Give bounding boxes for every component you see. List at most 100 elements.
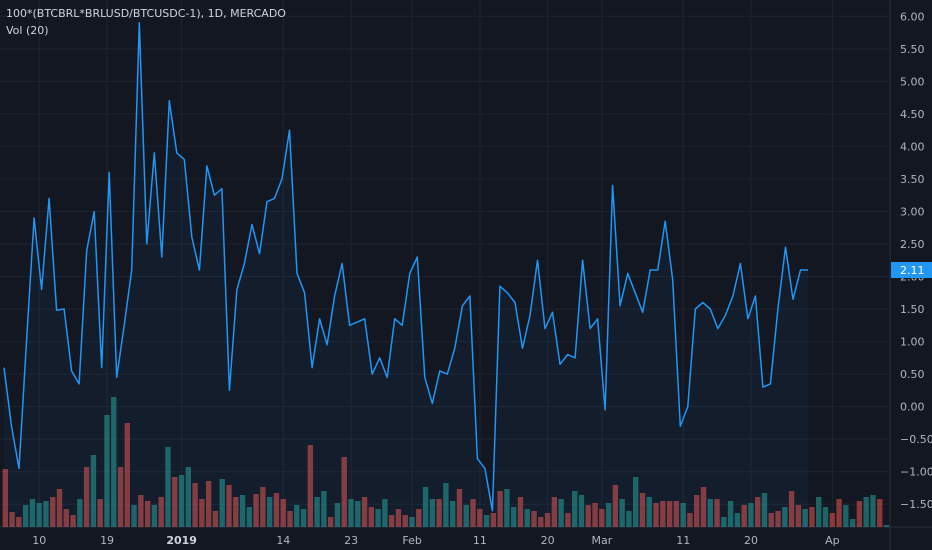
volume-bar bbox=[836, 499, 842, 527]
volume-bar bbox=[382, 499, 388, 527]
volume-bar bbox=[775, 511, 781, 527]
series-area bbox=[4, 22, 808, 528]
y-tick-label: 0.50 bbox=[900, 368, 925, 381]
volume-bar bbox=[504, 489, 510, 527]
volume-bar bbox=[416, 509, 422, 527]
volume-bar bbox=[294, 505, 300, 527]
volume-bar bbox=[761, 493, 768, 527]
volume-bars bbox=[2, 397, 890, 527]
volume-bar bbox=[551, 497, 558, 527]
x-tick-label: 20 bbox=[744, 534, 758, 547]
volume-bar bbox=[687, 513, 693, 527]
volume-bar bbox=[639, 493, 646, 527]
volume-bar bbox=[863, 497, 869, 527]
volume-bar bbox=[22, 505, 29, 527]
volume-bar bbox=[300, 509, 307, 527]
volume-bar bbox=[768, 513, 774, 527]
volume-bar bbox=[2, 469, 8, 527]
volume-bar bbox=[43, 501, 49, 527]
volume-bar bbox=[273, 493, 280, 527]
volume-bar bbox=[260, 487, 266, 527]
last-value-bg bbox=[891, 262, 932, 279]
last-value-label: 2.11 bbox=[891, 262, 932, 279]
volume-bar bbox=[375, 509, 381, 527]
x-tick-label: 10 bbox=[32, 534, 46, 547]
volume-bar bbox=[816, 497, 822, 527]
volume-bar bbox=[348, 499, 354, 527]
volume-bar bbox=[246, 507, 253, 527]
y-tick-label: 4.00 bbox=[900, 140, 925, 153]
volume-bar bbox=[829, 513, 835, 527]
volume-bar bbox=[117, 467, 124, 527]
volume-bar bbox=[660, 501, 666, 527]
series-line bbox=[3, 22, 808, 512]
volume-bar bbox=[544, 513, 551, 527]
y-tick-label: −1.00 bbox=[900, 466, 932, 479]
volume-bar bbox=[755, 497, 761, 527]
volume-bar bbox=[199, 499, 205, 527]
volume-bar bbox=[314, 497, 320, 527]
x-tick-label: Mar bbox=[592, 534, 613, 547]
volume-bar bbox=[212, 511, 219, 527]
volume-bar bbox=[531, 511, 537, 527]
volume-bar bbox=[694, 495, 700, 527]
x-axis[interactable]: 10 19 2019 14 23 Feb 11 20 Mar 11 20 Ap bbox=[32, 534, 839, 547]
volume-bar bbox=[185, 467, 192, 527]
volume-bar bbox=[422, 487, 429, 527]
y-tick-label: 3.00 bbox=[900, 205, 925, 218]
volume-bar bbox=[714, 499, 720, 527]
volume-bar bbox=[653, 503, 659, 527]
x-tick-label: 20 bbox=[541, 534, 555, 547]
volume-bar bbox=[29, 499, 36, 527]
volume-bar bbox=[707, 499, 713, 527]
volume-bar bbox=[612, 485, 619, 527]
volume-bar bbox=[97, 499, 103, 527]
volume-bar bbox=[253, 494, 259, 527]
volume-bar bbox=[449, 501, 456, 527]
volume-bar bbox=[443, 483, 449, 527]
y-tick-label: 1.00 bbox=[900, 336, 925, 349]
volume-bar bbox=[680, 503, 686, 527]
x-tick-label: 2019 bbox=[166, 534, 197, 547]
x-tick-label: Feb bbox=[402, 534, 421, 547]
volume-bar bbox=[666, 501, 673, 527]
volume-bar bbox=[233, 497, 239, 527]
volume-bar bbox=[524, 509, 530, 527]
volume-bar bbox=[605, 503, 612, 527]
volume-bar bbox=[165, 447, 171, 527]
volume-bar bbox=[361, 497, 368, 527]
x-tick-label: Ap bbox=[825, 534, 840, 547]
volume-bar bbox=[788, 491, 795, 527]
volume-bar bbox=[395, 509, 402, 527]
volume-bar bbox=[626, 511, 632, 527]
volume-bar bbox=[429, 499, 436, 527]
volume-bar bbox=[619, 499, 625, 527]
volume-bar bbox=[592, 503, 598, 527]
volume-bar bbox=[144, 501, 151, 527]
x-tick-label: 23 bbox=[344, 534, 358, 547]
volume-bar bbox=[483, 515, 490, 527]
volume-bar bbox=[646, 497, 652, 527]
legend-symbol[interactable]: 100*(BTCBRL*BRLUSD/BTCUSDC-1), 1D, MERCA… bbox=[6, 7, 286, 20]
last-value-text: 2.11 bbox=[900, 264, 925, 277]
volume-bar bbox=[565, 513, 571, 527]
volume-bar bbox=[822, 507, 829, 527]
x-tick-label: 11 bbox=[676, 534, 690, 547]
volume-bar bbox=[727, 501, 734, 527]
volume-bar bbox=[572, 491, 578, 527]
volume-bar bbox=[558, 499, 564, 527]
volume-bar bbox=[70, 515, 76, 527]
volume-bar bbox=[36, 503, 42, 527]
legend-volume[interactable]: Vol (20) bbox=[6, 24, 49, 37]
x-tick-label: 14 bbox=[276, 534, 290, 547]
volume-bar bbox=[77, 499, 83, 527]
y-tick-label: 0.00 bbox=[900, 401, 925, 414]
volume-bar bbox=[870, 495, 876, 527]
volume-bar bbox=[9, 512, 15, 527]
volume-bar bbox=[56, 489, 63, 527]
volume-bar bbox=[83, 467, 90, 527]
volume-bar bbox=[843, 505, 849, 527]
volume-bar bbox=[192, 483, 198, 527]
